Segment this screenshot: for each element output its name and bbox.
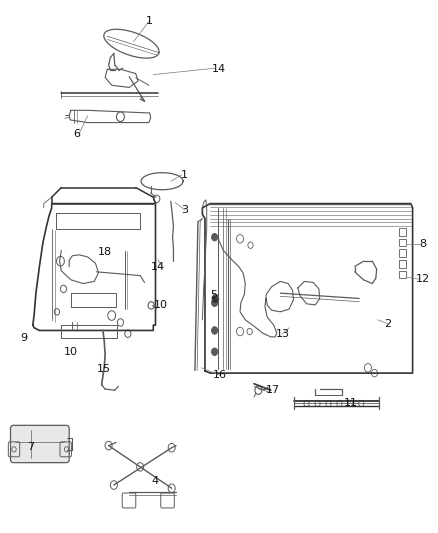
Circle shape (212, 233, 218, 241)
Text: 18: 18 (98, 247, 112, 257)
Text: 15: 15 (97, 364, 111, 374)
FancyBboxPatch shape (11, 425, 69, 463)
Circle shape (212, 299, 218, 306)
Text: 10: 10 (64, 347, 78, 357)
Text: 4: 4 (152, 476, 159, 486)
Text: 9: 9 (21, 334, 28, 343)
Text: 17: 17 (265, 385, 279, 395)
Text: 8: 8 (419, 239, 426, 248)
Text: 3: 3 (181, 205, 188, 215)
Text: 16: 16 (213, 370, 227, 380)
Text: 14: 14 (212, 64, 226, 74)
Text: 2: 2 (384, 319, 391, 328)
Text: 14: 14 (151, 262, 165, 271)
Text: 7: 7 (27, 442, 34, 451)
Text: 1: 1 (145, 17, 152, 26)
Circle shape (212, 348, 218, 356)
Text: 11: 11 (343, 399, 357, 408)
Text: 5: 5 (210, 290, 217, 300)
Text: 13: 13 (276, 329, 290, 338)
Text: 1: 1 (180, 170, 187, 180)
Text: 12: 12 (416, 274, 430, 284)
Text: 10: 10 (154, 301, 168, 310)
Circle shape (212, 295, 219, 302)
Text: 6: 6 (73, 130, 80, 139)
Circle shape (212, 327, 218, 334)
